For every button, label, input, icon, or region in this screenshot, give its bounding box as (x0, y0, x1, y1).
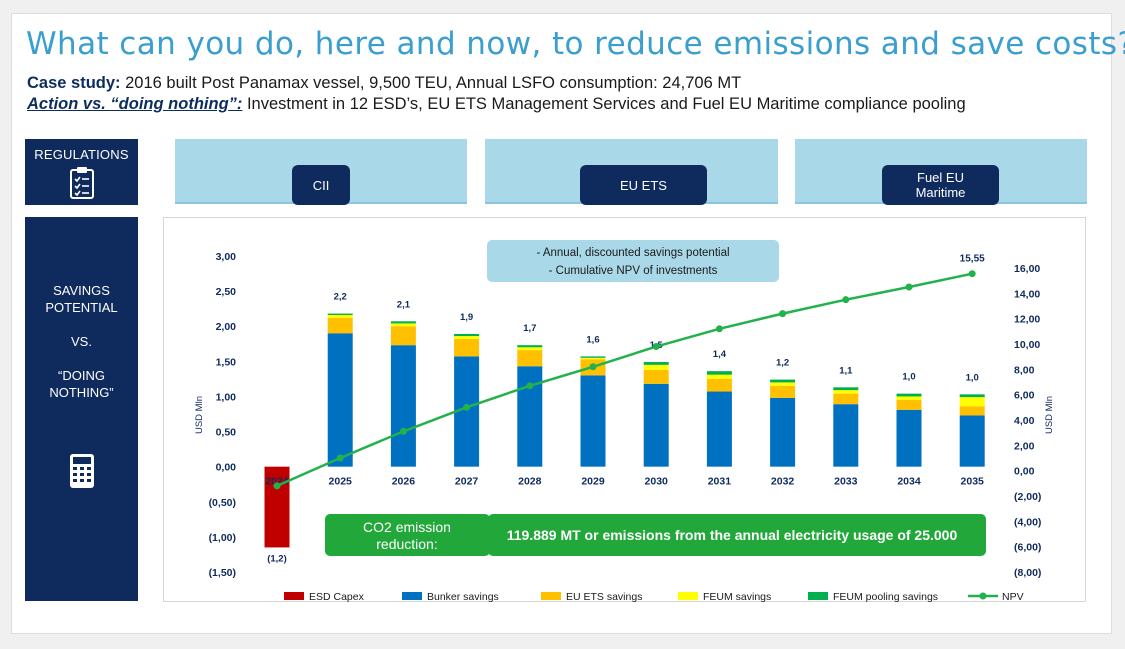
case-study-line: Case study: 2016 built Post Panamax vess… (27, 74, 741, 93)
regulation-eu-ets-button[interactable]: EU ETS (580, 165, 707, 205)
savings-line-3: VS. (71, 334, 92, 349)
case-study-label: Case study: (27, 74, 121, 92)
savings-label: SAVINGS POTENTIAL VS. “DOING NOTHING” (25, 282, 138, 401)
action-label: Action vs. “doing nothing”: (27, 95, 243, 113)
action-text: Investment in 12 ESD’s, EU ETS Managemen… (242, 95, 966, 113)
regulation-fueleu-label-2: Maritime (915, 185, 966, 200)
savings-sidebar-box: SAVINGS POTENTIAL VS. “DOING NOTHING” (25, 217, 138, 601)
regulation-cii-button[interactable]: CII (292, 165, 350, 205)
regulations-sidebar-box: REGULATIONS (25, 139, 138, 205)
case-study-text: 2016 built Post Panamax vessel, 9,500 TE… (120, 74, 742, 92)
regulation-cii-label: CII (312, 177, 330, 193)
action-line: Action vs. “doing nothing”: Investment i… (27, 95, 966, 114)
savings-line-4: “DOING (58, 368, 105, 383)
clipboard-checklist-icon (69, 167, 94, 199)
calculator-icon (69, 454, 94, 488)
savings-line-2: POTENTIAL (45, 300, 118, 315)
savings-line-5: NOTHING” (49, 385, 114, 400)
chart-frame (163, 217, 1086, 602)
savings-line-1: SAVINGS (53, 283, 110, 298)
regulation-fueleu-label-1: Fuel EU (917, 170, 964, 185)
regulation-eu-ets-label: EU ETS (620, 177, 667, 193)
page-title: What can you do, here and now, to reduce… (26, 26, 1125, 62)
regulation-fueleu-button[interactable]: Fuel EU Maritime (882, 165, 999, 205)
regulations-label: REGULATIONS (34, 147, 129, 162)
